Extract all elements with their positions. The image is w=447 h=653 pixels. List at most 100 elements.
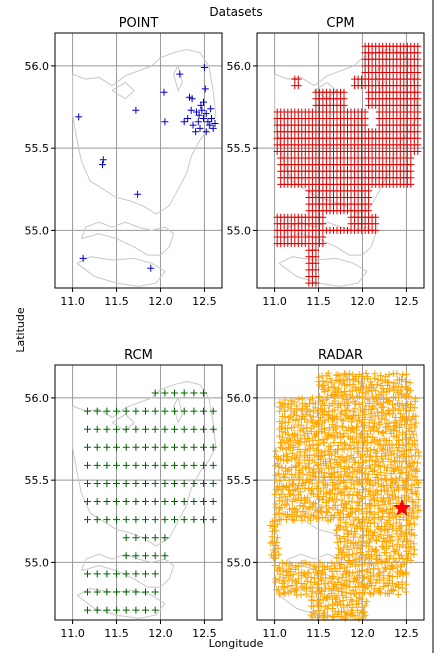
x-tick-label: 12.5 [192, 627, 217, 640]
panel-title: RCM [124, 348, 153, 363]
data-point [367, 439, 375, 447]
data-point [341, 439, 348, 447]
data-point [132, 606, 140, 614]
x-tick-label: 11.5 [306, 627, 331, 640]
data-point [289, 515, 296, 523]
data-point [187, 106, 195, 114]
data-point [407, 485, 415, 493]
data-point [342, 371, 350, 379]
data-point [280, 584, 288, 592]
data-point [285, 435, 293, 443]
data-point [389, 522, 397, 530]
data-point [349, 454, 357, 462]
data-point [113, 570, 120, 578]
data-point [336, 597, 344, 605]
data-point [274, 586, 282, 594]
data-point [379, 458, 387, 466]
data-point [296, 475, 304, 483]
data-point [190, 498, 198, 505]
data-point [307, 424, 315, 432]
data-point [293, 402, 301, 410]
data-point [122, 498, 130, 505]
axes-frame [54, 32, 223, 289]
data-point [357, 384, 365, 392]
data-point [386, 385, 393, 393]
data-point [328, 451, 335, 459]
figure-suptitle: Datasets [209, 5, 262, 19]
data-point [384, 516, 392, 524]
data-point [357, 549, 365, 556]
data-point [410, 508, 418, 516]
data-point [304, 494, 312, 502]
data-point [132, 570, 140, 578]
data-point [122, 480, 130, 487]
data-point [122, 552, 130, 560]
data-point [180, 443, 188, 451]
data-point [320, 484, 328, 492]
data-point [142, 534, 149, 542]
data-point [356, 545, 364, 553]
data-point [371, 548, 379, 555]
data-point [350, 376, 358, 384]
data-point [132, 552, 140, 560]
data-point [113, 443, 120, 451]
data-point [345, 399, 353, 407]
data-point [313, 482, 321, 490]
data-point [361, 121, 369, 129]
data-point [348, 497, 356, 505]
data-point [200, 64, 208, 71]
data-point [410, 514, 418, 522]
data-point [403, 386, 411, 394]
data-point [396, 410, 404, 418]
data-point [340, 544, 348, 552]
data-point [337, 463, 345, 471]
data-point [408, 497, 416, 505]
data-point [405, 407, 413, 415]
data-point [387, 451, 395, 459]
data-point [348, 464, 356, 471]
data-point [151, 480, 159, 487]
data-point [307, 573, 315, 581]
data-point [296, 488, 304, 496]
data-point [84, 498, 91, 505]
data-point [376, 421, 384, 429]
data-point [414, 95, 422, 103]
data-point [272, 447, 280, 455]
data-point [200, 443, 207, 451]
data-point [355, 401, 363, 408]
data-point [294, 75, 302, 83]
data-point [272, 500, 280, 508]
data-point [190, 480, 198, 487]
data-point [373, 537, 381, 545]
data-point [393, 370, 401, 378]
data-point [319, 213, 327, 221]
data-point [302, 438, 310, 446]
data-point [319, 377, 327, 385]
data-point [315, 461, 322, 469]
data-point [342, 471, 350, 479]
data-point [190, 443, 198, 451]
data-point [298, 395, 306, 403]
data-point [284, 582, 292, 590]
data-point [281, 590, 289, 598]
data-point [403, 486, 411, 494]
data-point [406, 387, 414, 395]
data-point [386, 552, 394, 560]
data-point [301, 513, 309, 521]
data-point [190, 516, 198, 524]
data-point [161, 498, 169, 505]
data-point [330, 383, 338, 391]
data-point [305, 464, 313, 472]
data-point [380, 501, 388, 509]
data-point [283, 500, 291, 508]
data-point [278, 497, 286, 505]
data-point [331, 592, 339, 600]
data-point [171, 461, 178, 469]
data-point [350, 533, 358, 541]
data-point [304, 460, 312, 468]
data-point [198, 106, 206, 114]
data-point [345, 583, 353, 591]
data-point [330, 481, 338, 489]
data-point [315, 567, 323, 574]
data-point [329, 420, 336, 428]
